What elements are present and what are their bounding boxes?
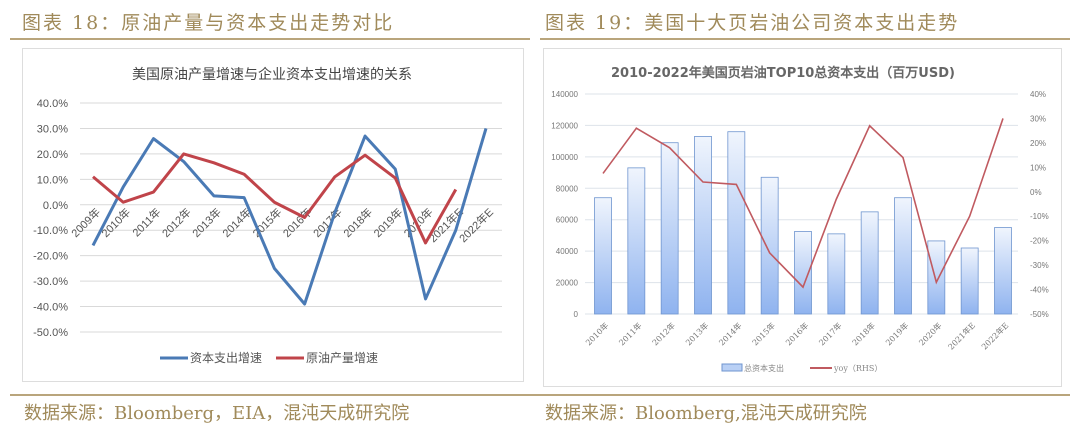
y-tick-label: -40.0% xyxy=(33,302,68,314)
y2-tick-label: 0% xyxy=(1030,188,1042,197)
bar xyxy=(594,197,612,315)
y2-tick-label: -10% xyxy=(1030,212,1049,221)
legend-label: 原油产量增速 xyxy=(306,351,378,365)
y-tick-label: 20.0% xyxy=(37,149,68,161)
series-line-1 xyxy=(91,128,488,306)
left-source: 数据来源：Bloomberg，EIA，混沌天成研究院 xyxy=(24,403,410,424)
y-tick-label: 100000 xyxy=(551,153,578,162)
legend-swatch xyxy=(721,363,743,372)
y-tick-label: 0 xyxy=(574,310,579,319)
bar xyxy=(694,136,712,315)
bar xyxy=(927,240,946,315)
x-tick-label: 2016年 xyxy=(783,320,810,347)
x-tick-label: 2014年 xyxy=(717,320,744,347)
y-tick-label: 80000 xyxy=(556,184,579,193)
y-tick-label: 20000 xyxy=(556,279,579,288)
y-tick-label: 30.0% xyxy=(37,123,68,135)
y-tick-label: 0.0% xyxy=(43,200,68,212)
y-tick-label: -30.0% xyxy=(33,276,68,288)
series-line-2 xyxy=(92,152,458,245)
x-tick-label: 2018年 xyxy=(340,205,375,240)
y2-tick-label: 30% xyxy=(1030,114,1046,123)
y2-tick-label: -50% xyxy=(1030,310,1049,319)
y-tick-label: 40.0% xyxy=(37,98,68,110)
bar xyxy=(627,167,646,315)
x-tick-label: 2011年 xyxy=(129,205,163,239)
x-tick-label: 2012年 xyxy=(650,320,677,347)
bar xyxy=(894,197,912,315)
y-tick-label: -50.0% xyxy=(33,327,68,339)
y-tick-label: 40000 xyxy=(556,247,579,256)
y2-tick-label: -30% xyxy=(1030,261,1049,270)
chart-title: 美国原油产量增速与企业资本支出增速的关系 xyxy=(132,66,412,83)
y2-tick-label: 40% xyxy=(1030,90,1046,99)
right-source: 数据来源：Bloomberg,混沌天成研究院 xyxy=(545,403,867,424)
x-tick-label: 2017年 xyxy=(817,320,844,347)
x-tick-label: 2020年 xyxy=(917,320,944,347)
chart-title: 2010-2022年美国页岩油TOP10总资本支出（百万USD) xyxy=(611,65,955,81)
bar xyxy=(794,231,812,315)
legend-label: yoy（RHS） xyxy=(833,364,882,373)
right-header-rule xyxy=(540,38,1070,40)
x-tick-label: 2018年 xyxy=(850,320,877,347)
y-tick-label: 60000 xyxy=(556,216,579,225)
y-tick-label: 120000 xyxy=(551,121,578,130)
right-figure-header: 图表 19：美国十大页岩油公司资本支出走势 xyxy=(545,12,960,34)
legend-label: 资本支出增速 xyxy=(190,351,262,365)
x-tick-label: 2012年 xyxy=(159,205,194,240)
bar xyxy=(760,176,779,315)
y-tick-label: -20.0% xyxy=(33,251,68,263)
x-tick-label: 2010年 xyxy=(583,320,610,347)
x-tick-label: 2013年 xyxy=(683,320,710,347)
x-tick-label: 2011年 xyxy=(617,320,644,347)
y-tick-label: 10.0% xyxy=(37,174,68,186)
yoy-line xyxy=(602,118,1004,289)
left-figure-header: 图表 18：原油产量与资本支出走势对比 xyxy=(22,12,395,34)
bar xyxy=(860,211,879,315)
y2-tick-label: -40% xyxy=(1030,286,1049,295)
left-header-rule xyxy=(10,38,530,40)
y-tick-label: -10.0% xyxy=(33,225,68,237)
bar xyxy=(960,247,979,315)
bar xyxy=(994,227,1012,315)
bar xyxy=(660,142,679,315)
y-tick-label: 140000 xyxy=(551,90,578,99)
x-tick-label: 2019年 xyxy=(370,205,405,240)
y2-tick-label: 20% xyxy=(1030,139,1046,148)
x-tick-label: 2013年 xyxy=(189,205,224,240)
x-tick-label: 2022年E xyxy=(979,320,1010,351)
x-tick-label: 2019年 xyxy=(883,320,910,347)
x-tick-label: 2015年 xyxy=(750,320,777,347)
bar xyxy=(827,233,846,315)
y2-tick-label: 10% xyxy=(1030,163,1046,172)
legend-label: 总资本支出 xyxy=(744,363,784,373)
y2-tick-label: -20% xyxy=(1030,237,1049,246)
x-tick-label: 2021年E xyxy=(946,320,977,351)
bar xyxy=(727,131,746,315)
footer-rule xyxy=(10,394,1070,396)
